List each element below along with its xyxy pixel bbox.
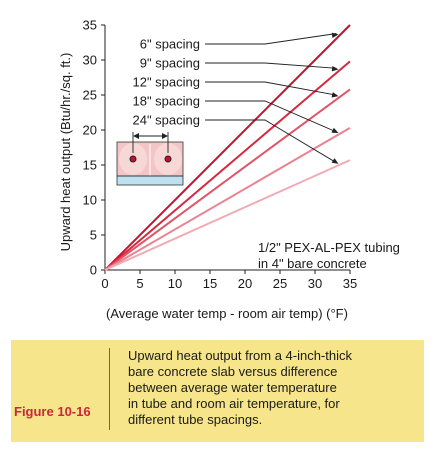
x-tick-label: 25	[273, 276, 287, 291]
tube-icon	[129, 155, 137, 163]
arrowhead-icon	[331, 92, 339, 98]
series-lines	[104, 24, 351, 271]
caption-box	[11, 340, 424, 442]
y-tick-label: 5	[90, 228, 97, 243]
series-line	[104, 60, 351, 271]
x-tick-label: 35	[343, 276, 357, 291]
caption-line: bare concrete slab versus difference	[128, 364, 338, 379]
series-line	[104, 159, 351, 271]
series-line	[104, 88, 351, 271]
y-tick-label: 20	[83, 123, 97, 138]
x-tick-label: 10	[168, 276, 182, 291]
slab-cross-section-illustration	[116, 132, 184, 186]
legend-label: 9" spacing	[140, 56, 200, 71]
x-tick-label: 5	[136, 276, 143, 291]
caption-line: Upward heat output from a 4-inch-thick	[128, 348, 352, 363]
x-tick-label: 20	[238, 276, 252, 291]
y-tick-label: 30	[83, 53, 97, 68]
legend-leader-line	[205, 100, 337, 133]
y-axis-title: Upward heat output (Btu/hr./sq. ft.)	[58, 53, 73, 252]
arrowhead-icon	[331, 127, 339, 133]
caption-line: between average water temperature	[128, 380, 337, 395]
legend-label: 18" spacing	[133, 94, 201, 109]
tick-labels: 0 5 10 15 20 25 30 35 0 5 10 15 20 25 30 35	[83, 18, 358, 292]
legend-label: 6" spacing	[140, 37, 200, 52]
arrow-right-icon	[162, 133, 168, 139]
slab-outline	[116, 141, 184, 177]
caption-line: in tube and room air temperature, for	[128, 396, 340, 411]
y-tick-label: 15	[83, 158, 97, 173]
x-axis-title: (Average water temp - room air temp) (°F…	[106, 306, 348, 321]
annotation-line-2: in 4" bare concrete	[258, 256, 367, 271]
y-tick-label: 10	[83, 193, 97, 208]
series-line	[104, 127, 351, 271]
x-tick-label: 0	[101, 276, 108, 291]
x-tick-label: 30	[308, 276, 322, 291]
y-tick-label: 25	[83, 88, 97, 103]
axes	[101, 24, 351, 274]
caption-line: different tube spacings.	[128, 412, 263, 427]
x-tick-label: 15	[203, 276, 217, 291]
heat-output-chart: 0 5 10 15 20 25 30 35 0 5 10 15 20 25 30 35 Upward heat…	[58, 18, 400, 322]
arrowhead-icon	[331, 66, 339, 72]
legend-leader-line	[205, 81, 337, 96]
caption-divider	[109, 348, 110, 430]
arrow-left-icon	[133, 133, 139, 139]
y-tick-label: 35	[83, 18, 97, 33]
legend-leader-line	[205, 33, 337, 45]
caption-text: Upward heat output from a 4-inch-thick b…	[128, 348, 418, 428]
legend-label: 24" spacing	[133, 113, 201, 128]
figure-label: Figure 10-16	[14, 404, 91, 419]
insulation-layer	[116, 175, 184, 186]
legend: 6" spacing 9" spacing 12" spacing 18" spaci…	[133, 32, 339, 164]
arrowhead-icon	[331, 32, 339, 38]
tube-icon	[164, 155, 172, 163]
series-line	[104, 24, 351, 271]
legend-leader-line	[205, 119, 337, 164]
annotation-line-1: 1/2" PEX-AL-PEX tubing	[258, 240, 400, 255]
legend-label: 12" spacing	[133, 75, 201, 90]
y-tick-label: 0	[90, 263, 97, 278]
arrowhead-icon	[331, 158, 339, 164]
legend-leader-line	[205, 62, 337, 69]
